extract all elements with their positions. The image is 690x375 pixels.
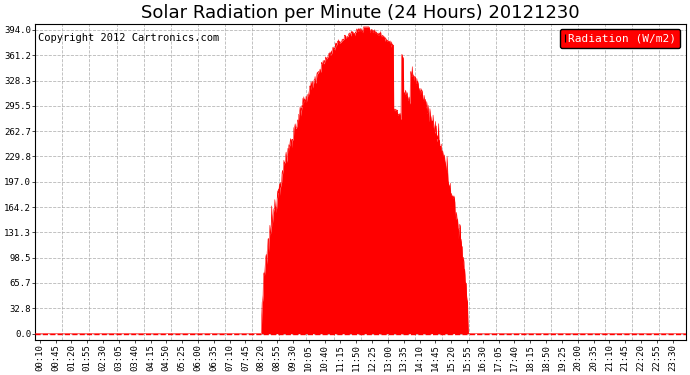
- Text: Copyright 2012 Cartronics.com: Copyright 2012 Cartronics.com: [39, 33, 219, 43]
- Legend: Radiation (W/m2): Radiation (W/m2): [560, 29, 680, 48]
- Title: Solar Radiation per Minute (24 Hours) 20121230: Solar Radiation per Minute (24 Hours) 20…: [141, 4, 580, 22]
